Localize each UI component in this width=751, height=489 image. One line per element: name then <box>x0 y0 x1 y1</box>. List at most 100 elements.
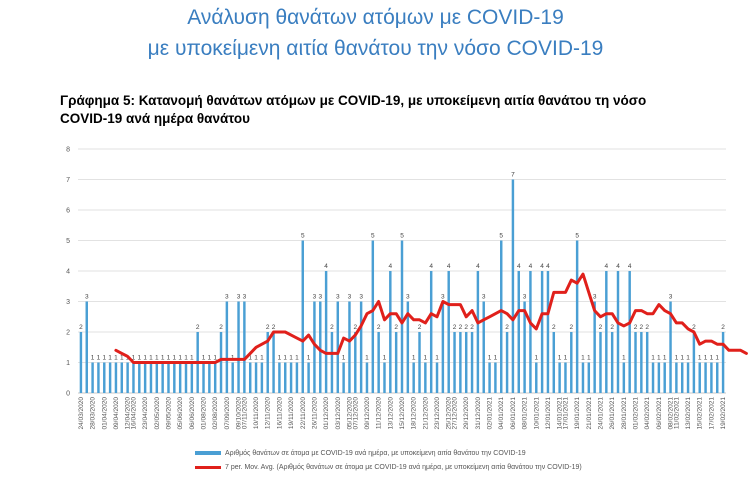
bar-value-label: 1 <box>260 355 264 362</box>
x-tick-label: 11/02/2021 <box>673 397 680 429</box>
bar-value-label: 1 <box>161 355 165 362</box>
bar <box>295 362 299 393</box>
bar <box>184 362 188 393</box>
bar-value-label: 1 <box>102 355 106 362</box>
x-tick-label: 19/11/2020 <box>288 397 295 429</box>
bar-value-label: 4 <box>476 263 480 270</box>
bar <box>178 362 182 393</box>
x-tick-label: 13/12/2020 <box>387 397 394 430</box>
bar-value-label: 3 <box>523 294 527 301</box>
bar-value-label: 1 <box>704 355 708 362</box>
bar-value-label: 2 <box>266 324 270 331</box>
x-tick-label: 21/01/2021 <box>586 397 593 430</box>
bar-value-label: 1 <box>494 355 498 362</box>
bar-value-label: 2 <box>599 324 603 331</box>
bar-value-label: 1 <box>365 355 369 362</box>
bar <box>575 240 579 393</box>
bar <box>500 240 503 393</box>
bar <box>435 362 439 393</box>
bar <box>453 332 456 393</box>
bar <box>143 362 147 393</box>
bar <box>149 362 153 393</box>
x-tick-label: 24/01/2021 <box>597 397 604 430</box>
bar <box>628 271 631 393</box>
x-tick-label: 13/02/2021 <box>685 397 692 430</box>
x-tick-label: 21/12/2020 <box>422 397 429 430</box>
bar <box>517 271 520 393</box>
bar-value-label: 1 <box>581 355 585 362</box>
bar <box>103 362 106 393</box>
bar-value-label: 2 <box>640 324 644 331</box>
bar-value-label: 1 <box>213 355 217 362</box>
y-tick-label: 5 <box>66 238 70 245</box>
bar-value-label: 1 <box>184 355 188 362</box>
bar-value-label: 1 <box>412 355 416 362</box>
x-tick-label: 07/09/2020 <box>224 397 231 430</box>
y-tick-label: 1 <box>66 360 70 367</box>
x-tick-label: 19/02/2021 <box>720 397 727 430</box>
bar-value-label: 4 <box>628 263 632 270</box>
bar <box>138 362 141 393</box>
bar <box>721 332 725 393</box>
bar <box>505 332 509 393</box>
x-tick-label: 12/11/2020 <box>265 397 272 429</box>
page-title-line-2: με υποκείμενη αιτία θανάτου την νόσο COV… <box>147 37 604 60</box>
bar <box>167 362 170 393</box>
bar <box>301 240 304 393</box>
bar-value-label: 2 <box>453 324 457 331</box>
x-tick-label: 28/03/2020 <box>90 397 97 430</box>
x-tick-label: 31/12/2020 <box>475 397 482 430</box>
bar-value-label: 1 <box>342 355 346 362</box>
x-tick-label: 23/04/2020 <box>142 397 149 430</box>
bar <box>680 362 684 393</box>
x-tick-label: 07/12/2020 <box>352 397 359 430</box>
x-tick-label: 26/01/2021 <box>609 397 616 430</box>
bar <box>313 301 316 393</box>
x-tick-label: 04/01/2021 <box>498 397 505 430</box>
bar-value-label: 2 <box>569 324 573 331</box>
bar-value-label: 3 <box>359 294 363 301</box>
bar <box>85 301 88 393</box>
bar-value-label: 5 <box>499 233 503 240</box>
bar-value-label: 1 <box>424 355 428 362</box>
bar <box>710 362 713 393</box>
bar-value-label: 1 <box>435 355 439 362</box>
bar <box>319 301 322 393</box>
bar <box>108 362 112 393</box>
bar <box>307 362 310 393</box>
x-tick-label: 06/02/2021 <box>656 397 663 430</box>
bar-value-label: 3 <box>348 294 352 301</box>
bar-value-label: 3 <box>593 294 597 301</box>
bar <box>272 332 275 393</box>
bar <box>459 332 462 393</box>
bar-value-label: 5 <box>301 233 305 240</box>
y-tick-label: 2 <box>66 330 70 337</box>
x-tick-label: 01/04/2020 <box>101 397 108 430</box>
x-tick-label: 17/02/2021 <box>708 397 715 430</box>
bar-value-label: 1 <box>108 355 112 362</box>
bar-value-label: 1 <box>120 355 124 362</box>
bar <box>243 301 246 393</box>
x-tick-label: 27/12/2020 <box>452 397 459 430</box>
bar-value-label: 3 <box>336 294 340 301</box>
bar-value-label: 1 <box>283 355 287 362</box>
bar <box>354 332 357 393</box>
bar <box>564 362 567 393</box>
bar-value-label: 1 <box>710 355 714 362</box>
bar <box>552 332 556 393</box>
bar-value-label: 1 <box>587 355 591 362</box>
x-tick-label: 10/01/2021 <box>533 397 540 430</box>
bar-value-label: 4 <box>540 263 544 270</box>
bar <box>605 271 608 393</box>
legend-label-line: 7 per. Mov. Avg. (Αριθμός θανάτων σε άτο… <box>225 464 582 471</box>
x-tick-label: 16/04/2020 <box>130 397 137 430</box>
x-tick-label: 02/05/2020 <box>154 397 161 430</box>
bar-value-label: 1 <box>698 355 702 362</box>
bar-value-label: 1 <box>657 355 661 362</box>
x-tick-label: 03/12/2020 <box>335 397 342 430</box>
x-tick-label: 01/02/2021 <box>633 397 640 430</box>
y-tick-label: 0 <box>66 391 70 398</box>
x-tick-label: 06/06/2020 <box>189 397 196 430</box>
bar-value-label: 2 <box>721 324 725 331</box>
